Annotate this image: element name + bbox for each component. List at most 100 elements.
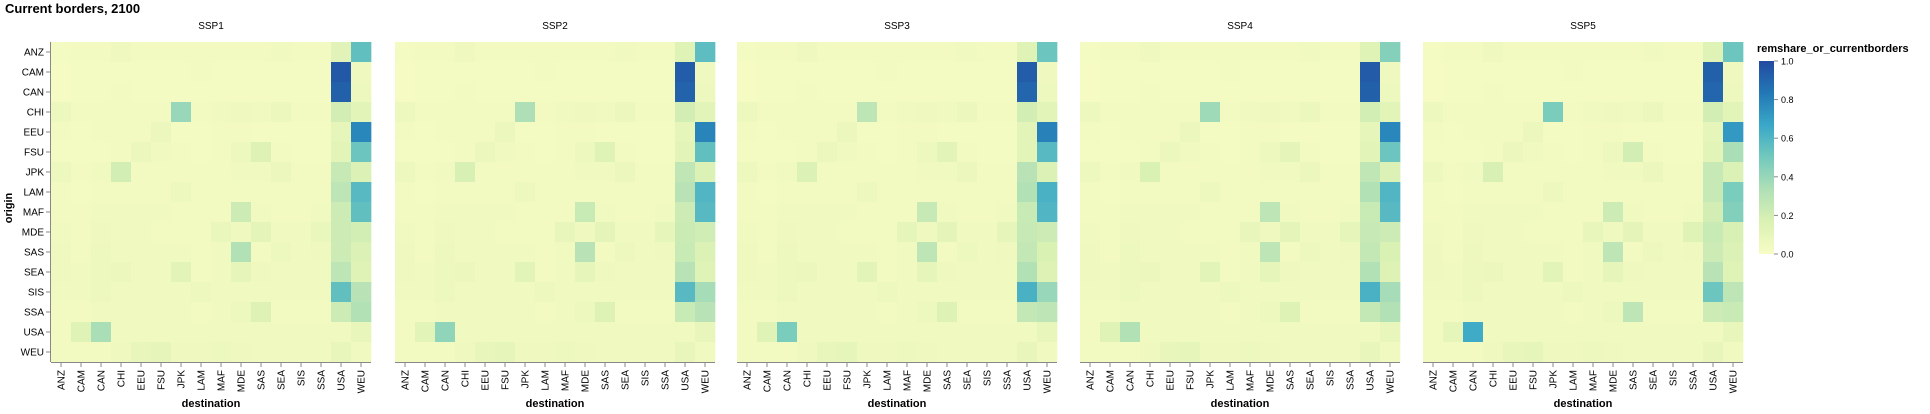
heatmap-cell: FSU → USA: 0.12 <box>675 142 696 163</box>
heatmap-cell: ANZ → SAS: 0.03 <box>937 42 958 63</box>
heatmap-cell: MDE → MAF: 0.09 <box>1583 222 1604 243</box>
heatmap-cell: LAM → MAF: 0.03 <box>555 182 576 203</box>
heatmap-cell: MAF → SAS: 0.04 <box>1623 202 1644 223</box>
heatmap-cell: CAM → SEA: 0.02 <box>615 62 636 83</box>
heatmap-cell: SIS → LAM: 0.06 <box>877 282 898 303</box>
heatmap-cell: LAM → WEU: 0.58 <box>351 182 372 203</box>
heatmap-cell: SAS → MDE: 0.28 <box>917 242 938 263</box>
heatmap-cell: JPK → FSU: 0.03 <box>1180 162 1201 183</box>
heatmap-cell: JPK → EEU: 0.03 <box>1160 162 1181 183</box>
heatmap-cell: MDE → CAN: 0.05 <box>1463 222 1484 243</box>
heatmap-cell: WEU → JPK: 0.05 <box>1543 342 1564 363</box>
heatmap-cell: EEU → SSA: 0.02 <box>655 122 676 143</box>
heatmap-cell: CAN → USA: 0.9 <box>1703 82 1724 103</box>
heatmap-cell: ANZ → LAM: 0.03 <box>1220 42 1241 63</box>
heatmap-cell: CHI → WEU: 0.12 <box>1380 102 1401 123</box>
heatmap-cell: MAF → SIS: 0.03 <box>1320 202 1341 223</box>
heatmap-cell: FSU → SEA: 0.03 <box>615 142 636 163</box>
x-tick-label: MAF <box>561 370 572 391</box>
heatmap-cell: MAF → MDE: 0.24 <box>575 202 596 223</box>
heatmap-cell: SAS → JPK: 0.04 <box>515 242 536 263</box>
heatmap-cell: USA → ANZ: 0.03 <box>1423 322 1444 343</box>
heatmap-cell: ANZ → USA: 0.13 <box>331 42 352 63</box>
heatmap-cell: EEU → CAM: 0.02 <box>1443 122 1464 143</box>
x-tick-label: EEU <box>1509 370 1520 391</box>
heatmap-cell: SAS → CHI: 0.04 <box>111 242 132 263</box>
heatmap-cell: JPK → SEA: 0.07 <box>271 162 292 183</box>
heatmap-cell: MDE → SEA: 0.04 <box>957 222 978 243</box>
heatmap-cell: SEA → WEU: 0.14 <box>1723 262 1744 283</box>
heatmap-cell: SIS → MDE: 0.04 <box>917 282 938 303</box>
heatmap-cell: SEA → SEA: 0.04 <box>1643 262 1664 283</box>
heatmap-cell: CAM → SIS: 0.02 <box>1663 62 1684 83</box>
heatmap-cell: CHI → SEA: 0.07 <box>1643 102 1664 123</box>
heatmap-cell: CAN → EEU: 0.02 <box>1160 82 1181 103</box>
heatmap-cell: FSU → CAM: 0.02 <box>1100 142 1121 163</box>
heatmap-cell: JPK → FSU: 0.03 <box>151 162 172 183</box>
heatmap-cell: MAF → SEA: 0.03 <box>615 202 636 223</box>
heatmap-cell: WEU → CAN: 0.03 <box>91 342 112 363</box>
heatmap-cell: MAF → EEU: 0.04 <box>131 202 152 223</box>
heatmap-cell: CAM → FSU: 0.02 <box>495 62 516 83</box>
heatmap-cell: SSA → SIS: 0.03 <box>977 302 998 323</box>
heatmap-cell: WEU → CAM: 0.03 <box>1100 342 1121 363</box>
heatmap-cell: FSU → ANZ: 0.02 <box>51 142 72 163</box>
heatmap-cell: MAF → USA: 0.22 <box>675 202 696 223</box>
heatmap-cell: CAM → LAM: 0.03 <box>191 62 212 83</box>
heatmap-cell: ANZ → JPK: 0.03 <box>1200 42 1221 63</box>
heatmap-cell: ANZ → SAS: 0.03 <box>1623 42 1644 63</box>
heatmap-cell: EEU → CAN: 0.03 <box>777 122 798 143</box>
heatmap-cell: USA → MDE: 0.04 <box>917 322 938 343</box>
heatmap-cell: SSA → MDE: 0.06 <box>1260 302 1281 323</box>
heatmap-cell: WEU → LAM: 0.05 <box>191 342 212 363</box>
heatmap-cell: LAM → SAS: 0.03 <box>595 182 616 203</box>
heatmap-cell: CAN → ANZ: 0.01 <box>51 82 72 103</box>
heatmap-cell: SSA → CHI: 0.04 <box>797 302 818 323</box>
heatmap-cell: CAN → LAM: 0.02 <box>191 82 212 103</box>
legend-tick-label: 1.0 <box>1781 57 1794 67</box>
heatmap-cell: ANZ → LAM: 0.03 <box>877 42 898 63</box>
heatmap-cell: CAN → JPK: 0.02 <box>857 82 878 103</box>
heatmap-cell: MAF → EEU: 0.04 <box>817 202 838 223</box>
heatmap-cell: CAN → USA: 0.92 <box>1360 82 1381 103</box>
heatmap-cell: CAM → SIS: 0.02 <box>291 62 312 83</box>
heatmap-cell: WEU → EEU: 0.09 <box>1160 342 1181 363</box>
heatmap-cell: USA → MAF: 0.04 <box>211 322 232 343</box>
heatmap-cell: WEU → ANZ: 0.03 <box>1080 342 1101 363</box>
heatmap-cell: FSU → SAS: 0.12 <box>937 142 958 163</box>
heatmap-cell: SEA → CAN: 0.06 <box>777 262 798 283</box>
heatmap-cell: SAS → CAM: 0.03 <box>1100 242 1121 263</box>
heatmap-cell: CAN → SIS: 0.02 <box>291 82 312 103</box>
heatmap-cell: SSA → CAN: 0.04 <box>777 302 798 323</box>
heatmap-cell: JPK → ANZ: 0.06 <box>1080 162 1101 183</box>
heatmap-cell: FSU → EEU: 0.07 <box>131 142 152 163</box>
heatmap-cell: USA → SSA: 0.04 <box>655 322 676 343</box>
heatmap-cell: CHI → ANZ: 0.06 <box>395 102 416 123</box>
heatmap-cell: SEA → FSU: 0.04 <box>1180 262 1201 283</box>
heatmap-cell: MAF → MDE: 0.25 <box>917 202 938 223</box>
heatmap-cell: JPK → ANZ: 0.06 <box>1423 162 1444 183</box>
heatmap-cell: SSA → MDE: 0.06 <box>575 302 596 323</box>
heatmap-cell: SIS → SAS: 0.04 <box>595 282 616 303</box>
heatmap-cell: MAF → SSA: 0.04 <box>1340 202 1361 223</box>
heatmap-cell: LAM → MAF: 0.03 <box>1240 182 1261 203</box>
heatmap-cell: CHI → LAM: 0.03 <box>191 102 212 123</box>
heatmap-cell: SSA → SAS: 0.28 <box>1623 302 1644 323</box>
heatmap-cell: MAF → JPK: 0.03 <box>515 202 536 223</box>
heatmap-cell: SAS → EEU: 0.04 <box>131 242 152 263</box>
heatmap-cell: SEA → WEU: 0.14 <box>695 262 716 283</box>
x-tick-label: MAF <box>1589 370 1600 391</box>
heatmap-cell: CAM → EEU: 0.02 <box>1503 62 1524 83</box>
heatmap-cell: CAN → JPK: 0.02 <box>1543 82 1564 103</box>
heatmap-cell: SSA → SIS: 0.03 <box>1663 302 1684 323</box>
heatmap-cell: SAS → CAN: 0.06 <box>777 242 798 263</box>
heatmap-cell: CAN → ANZ: 0.01 <box>395 82 416 103</box>
heatmap-cell: CAM → LAM: 0.03 <box>535 62 556 83</box>
heatmap-cell: CAM → SAS: 0.02 <box>1623 62 1644 83</box>
heatmap-cell: LAM → CHI: 0.03 <box>1483 182 1504 203</box>
heatmap-cell: SEA → JPK: 0.12 <box>515 262 536 283</box>
heatmap-cell: WEU → USA: 0.09 <box>675 342 696 363</box>
heatmap-cell: SAS → SIS: 0.04 <box>1663 242 1684 263</box>
heatmap-cell: LAM → LAM: 0.03 <box>1220 182 1241 203</box>
heatmap-cell: CAM → SSA: 0.02 <box>997 62 1018 83</box>
